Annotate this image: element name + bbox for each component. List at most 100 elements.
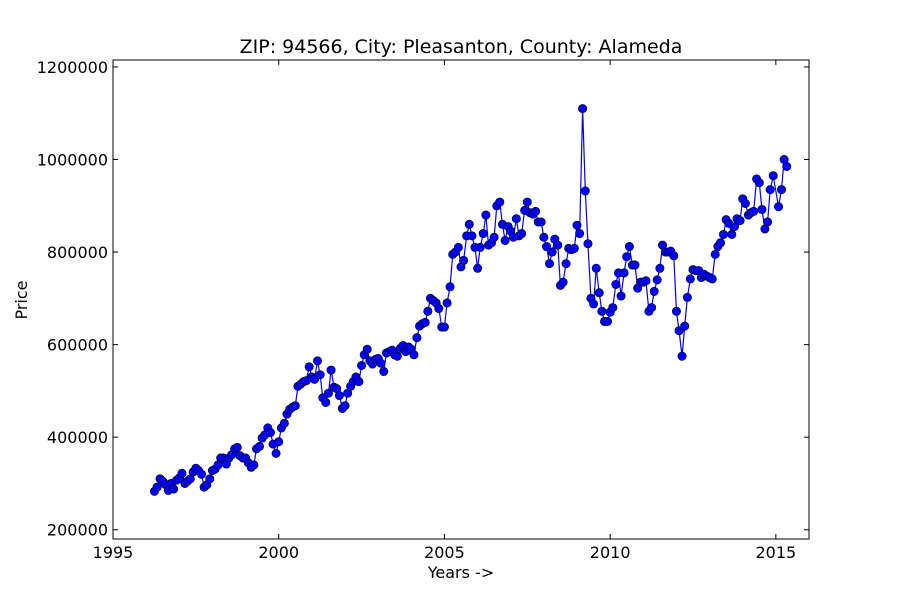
y-tick-label: 800000 xyxy=(47,243,108,262)
data-point xyxy=(583,239,593,249)
data-point xyxy=(749,206,759,216)
data-point xyxy=(619,268,629,278)
data-point xyxy=(544,259,554,269)
data-point xyxy=(315,370,325,380)
data-point xyxy=(754,178,764,188)
data-point xyxy=(727,229,737,239)
data-point xyxy=(522,197,532,207)
data-point xyxy=(757,204,767,214)
data-point xyxy=(630,260,640,270)
data-point xyxy=(677,351,687,361)
data-point xyxy=(707,274,717,284)
data-point xyxy=(774,202,784,212)
data-point xyxy=(412,333,422,343)
data-point xyxy=(434,304,444,314)
data-point xyxy=(249,460,259,470)
data-point xyxy=(589,299,599,309)
data-point xyxy=(575,229,585,239)
data-point xyxy=(531,206,541,216)
plot-content: 1995 2000 2005 2010 2015 200000 400000 600000 80… xyxy=(37,58,809,562)
data-point xyxy=(362,344,372,354)
data-point xyxy=(467,231,477,241)
x-tick-label: 2010 xyxy=(590,543,631,562)
x-tick-label: 2005 xyxy=(424,543,465,562)
data-point xyxy=(304,362,314,372)
data-point xyxy=(312,356,322,366)
data-point xyxy=(511,214,521,224)
data-point xyxy=(624,242,634,252)
data-point xyxy=(782,161,792,171)
data-point xyxy=(591,263,601,273)
data-point xyxy=(340,401,350,411)
data-point xyxy=(290,401,300,411)
data-point xyxy=(475,242,485,252)
data-point xyxy=(459,255,469,265)
data-point xyxy=(334,391,344,401)
data-point xyxy=(423,306,433,316)
data-point xyxy=(735,216,745,226)
data-point xyxy=(409,350,419,360)
data-point xyxy=(763,217,773,227)
x-tick-label: 2015 xyxy=(755,543,796,562)
data-point xyxy=(392,351,402,361)
data-point xyxy=(481,210,491,220)
data-point xyxy=(682,292,692,302)
x-tick-label: 1995 xyxy=(93,543,134,562)
data-point xyxy=(594,288,604,298)
chart-title: ZIP: 94566, City: Pleasanton, County: Al… xyxy=(240,36,683,58)
data-point xyxy=(740,198,750,208)
data-point xyxy=(279,418,289,428)
data-point xyxy=(729,222,739,232)
x-tick-label: 2000 xyxy=(258,543,299,562)
data-point xyxy=(321,397,331,407)
data-point xyxy=(547,247,557,257)
data-point xyxy=(602,316,612,326)
data-point xyxy=(169,484,179,494)
plot-frame xyxy=(112,59,810,540)
data-point xyxy=(442,298,452,308)
y-tick-label: 600000 xyxy=(47,336,108,355)
data-point xyxy=(622,252,632,262)
data-point xyxy=(196,469,206,479)
y-tick-label: 1200000 xyxy=(37,58,108,77)
data-point xyxy=(379,366,389,376)
data-point xyxy=(655,263,665,273)
y-tick-label: 200000 xyxy=(47,521,108,540)
data-point xyxy=(710,249,720,259)
data-point xyxy=(776,185,786,195)
data-point xyxy=(558,277,568,287)
data-point xyxy=(473,263,483,273)
data-point xyxy=(647,303,657,313)
data-point xyxy=(232,442,242,452)
data-point xyxy=(680,321,690,331)
data-point xyxy=(578,104,588,114)
data-point xyxy=(652,275,662,285)
data-point xyxy=(539,232,549,242)
data-point xyxy=(553,240,563,250)
data-point xyxy=(152,482,162,492)
data-point xyxy=(536,217,546,227)
data-point xyxy=(580,186,590,196)
data-point xyxy=(616,291,626,301)
data-point xyxy=(323,388,333,398)
data-point xyxy=(205,474,215,484)
data-point xyxy=(177,468,187,478)
data-point xyxy=(439,322,449,332)
x-axis-label: Years -> xyxy=(427,563,494,582)
data-point xyxy=(569,243,579,253)
data-point xyxy=(464,219,474,229)
data-point xyxy=(649,286,659,296)
data-point xyxy=(718,229,728,239)
data-point xyxy=(420,317,430,327)
data-point xyxy=(572,220,582,230)
data-point xyxy=(326,365,336,375)
data-point xyxy=(445,282,455,292)
data-point xyxy=(254,441,264,451)
data-point xyxy=(671,306,681,316)
data-point xyxy=(478,229,488,239)
data-point xyxy=(669,251,679,261)
data-point xyxy=(376,358,386,368)
data-point xyxy=(357,360,367,370)
